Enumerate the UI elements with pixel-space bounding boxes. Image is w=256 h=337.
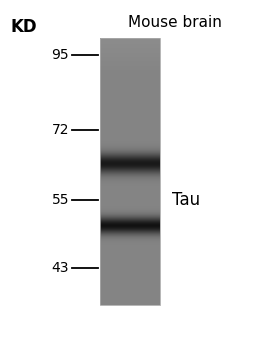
Text: Mouse brain: Mouse brain xyxy=(128,15,222,30)
Text: 55: 55 xyxy=(51,193,69,207)
Text: 72: 72 xyxy=(51,123,69,137)
Text: Tau: Tau xyxy=(172,191,200,209)
Text: KD: KD xyxy=(10,18,37,36)
Text: 43: 43 xyxy=(51,261,69,275)
Text: 95: 95 xyxy=(51,48,69,62)
Bar xyxy=(100,38,160,305)
